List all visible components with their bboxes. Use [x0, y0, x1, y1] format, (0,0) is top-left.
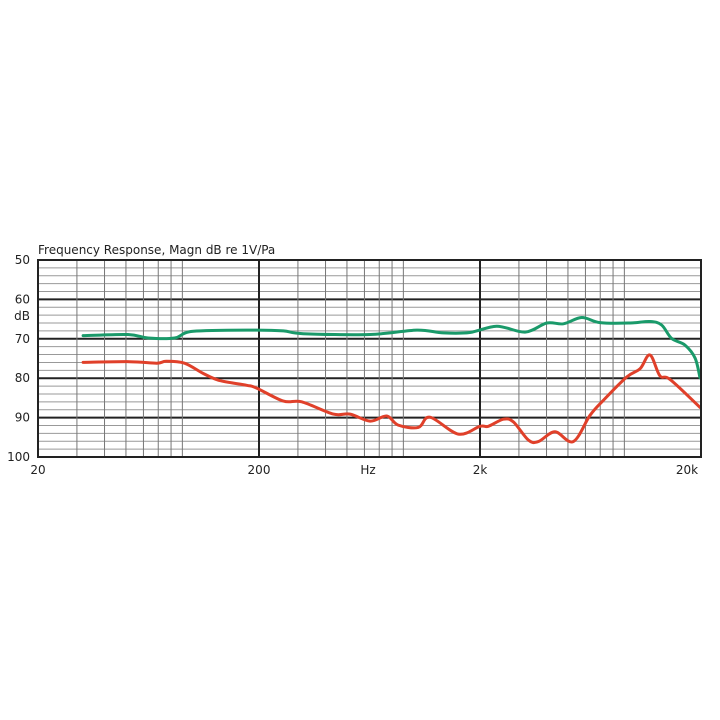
- series-line-2: [81, 353, 702, 445]
- y-tick-label: 70: [15, 332, 30, 346]
- x-axis-label: Hz: [360, 463, 375, 477]
- x-tick-label: 200: [248, 463, 271, 477]
- y-tick-label: 80: [15, 371, 30, 385]
- x-tick-label: 2k: [473, 463, 488, 477]
- y-tick-label: 100: [7, 450, 30, 464]
- x-tick-label: 20: [30, 463, 45, 477]
- y-axis-label: dB: [14, 309, 30, 323]
- chart-title: Frequency Response, Magn dB re 1V/Pa: [38, 243, 275, 257]
- y-tick-label: 50: [15, 253, 30, 267]
- series-line-1: [81, 316, 702, 380]
- curves: [81, 316, 702, 445]
- y-tick-label: 90: [15, 411, 30, 425]
- plot-frame: [37, 259, 702, 458]
- y-tick-label: 60: [15, 292, 30, 306]
- x-tick-label: 20k: [676, 463, 698, 477]
- grid: [37, 259, 701, 458]
